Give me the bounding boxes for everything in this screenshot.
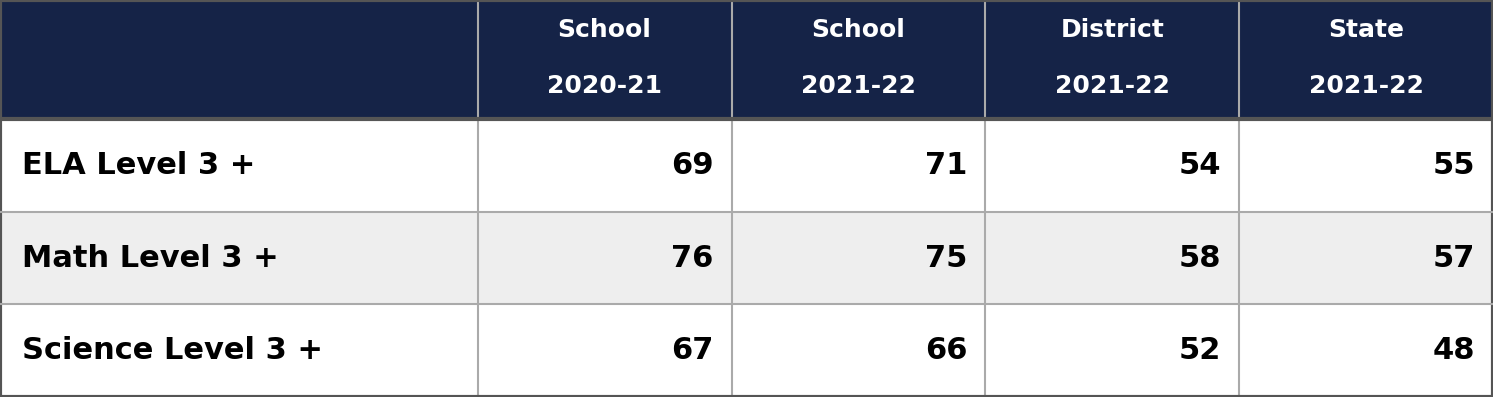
- Bar: [985, 119, 1239, 212]
- Bar: [478, 304, 732, 397]
- Bar: [732, 119, 985, 212]
- Text: 66: 66: [926, 336, 967, 365]
- Text: ELA Level 3 +: ELA Level 3 +: [22, 151, 255, 180]
- Bar: [732, 212, 985, 304]
- Text: District: District: [1060, 18, 1165, 42]
- Bar: [1239, 212, 1493, 304]
- Bar: [0, 0, 478, 119]
- Text: 48: 48: [1433, 336, 1475, 365]
- Text: State: State: [1329, 18, 1403, 42]
- Text: 71: 71: [926, 151, 967, 180]
- Text: School: School: [558, 18, 651, 42]
- Bar: [1239, 304, 1493, 397]
- Text: 2020-21: 2020-21: [546, 74, 663, 98]
- Text: 76: 76: [672, 243, 714, 273]
- Text: 55: 55: [1433, 151, 1475, 180]
- Bar: [478, 0, 732, 119]
- Bar: [0, 304, 478, 397]
- Text: School: School: [812, 18, 905, 42]
- Text: 75: 75: [926, 243, 967, 273]
- Bar: [1239, 119, 1493, 212]
- Bar: [0, 212, 478, 304]
- Text: 2021-22: 2021-22: [802, 74, 915, 98]
- Text: 57: 57: [1433, 243, 1475, 273]
- Text: 52: 52: [1179, 336, 1221, 365]
- Text: 58: 58: [1179, 243, 1221, 273]
- Bar: [985, 212, 1239, 304]
- Text: 2021-22: 2021-22: [1056, 74, 1169, 98]
- Bar: [0, 119, 478, 212]
- Bar: [985, 304, 1239, 397]
- Bar: [478, 119, 732, 212]
- Bar: [732, 304, 985, 397]
- Bar: [1239, 0, 1493, 119]
- Bar: [478, 212, 732, 304]
- Text: 54: 54: [1179, 151, 1221, 180]
- Bar: [985, 0, 1239, 119]
- Bar: [732, 0, 985, 119]
- Text: 2021-22: 2021-22: [1309, 74, 1423, 98]
- Text: 69: 69: [670, 151, 714, 180]
- Text: 67: 67: [672, 336, 714, 365]
- Text: Science Level 3 +: Science Level 3 +: [22, 336, 324, 365]
- Text: Math Level 3 +: Math Level 3 +: [22, 243, 279, 273]
